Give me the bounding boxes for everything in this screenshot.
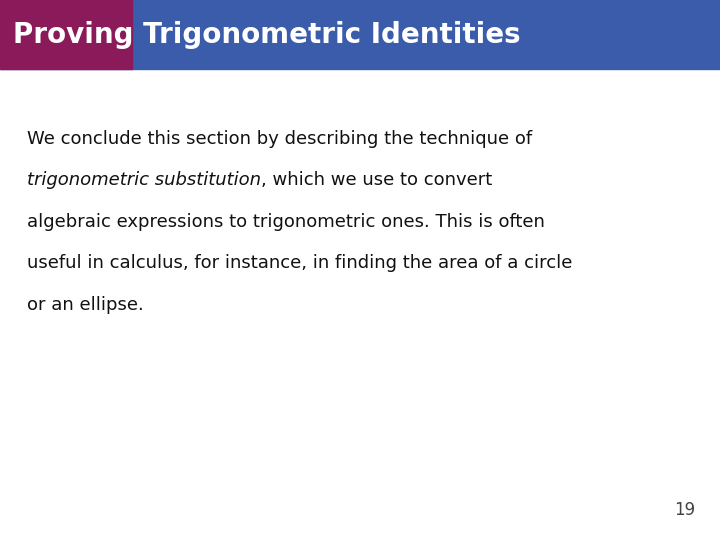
Text: We conclude this section by describing the technique of: We conclude this section by describing t…	[27, 130, 533, 147]
Text: algebraic expressions to trigonometric ones. This is often: algebraic expressions to trigonometric o…	[27, 213, 545, 231]
Bar	[0, 0, 132, 69]
Text: or an ellipse.: or an ellipse.	[27, 296, 144, 314]
Text: Proving Trigonometric Identities: Proving Trigonometric Identities	[13, 21, 521, 49]
Bar	[0, 0, 720, 69]
Text: 19: 19	[674, 502, 695, 519]
Text: , which we use to convert: , which we use to convert	[261, 171, 492, 189]
Text: trigonometric substitution: trigonometric substitution	[27, 171, 261, 189]
Text: useful in calculus, for instance, in finding the area of a circle: useful in calculus, for instance, in fin…	[27, 254, 572, 272]
